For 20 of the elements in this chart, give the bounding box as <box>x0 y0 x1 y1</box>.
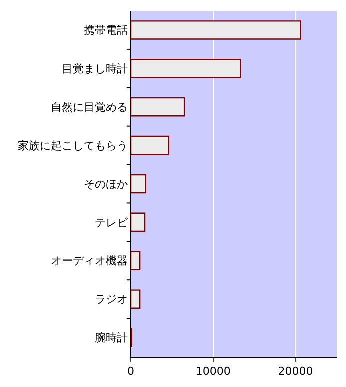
bar <box>131 212 146 232</box>
bar <box>131 97 186 117</box>
x-tick-label: 10000 <box>196 365 231 378</box>
y-tick-label: 腕時計 <box>94 332 128 345</box>
x-tick-label: 20000 <box>278 365 314 378</box>
y-tick-label: 自然に目覚める <box>50 100 128 114</box>
bar <box>131 174 146 194</box>
x-tick-label: 0 <box>128 365 134 378</box>
y-tick-label: テレビ <box>94 216 129 230</box>
bar <box>131 251 141 271</box>
y-tick-label: ラジオ <box>94 293 128 306</box>
y-tick-label: オーディオ機器 <box>50 254 128 268</box>
bar <box>131 59 242 78</box>
y-tick-label: そのほか <box>84 178 128 191</box>
bar <box>131 290 141 309</box>
y-tick-label: 家族に起こしてもらう <box>18 139 128 152</box>
y-tick-label: 携帯電話 <box>84 24 128 38</box>
y-tick-label: 目覚まし時計 <box>62 62 128 76</box>
bar <box>131 20 302 40</box>
bar <box>131 136 170 156</box>
